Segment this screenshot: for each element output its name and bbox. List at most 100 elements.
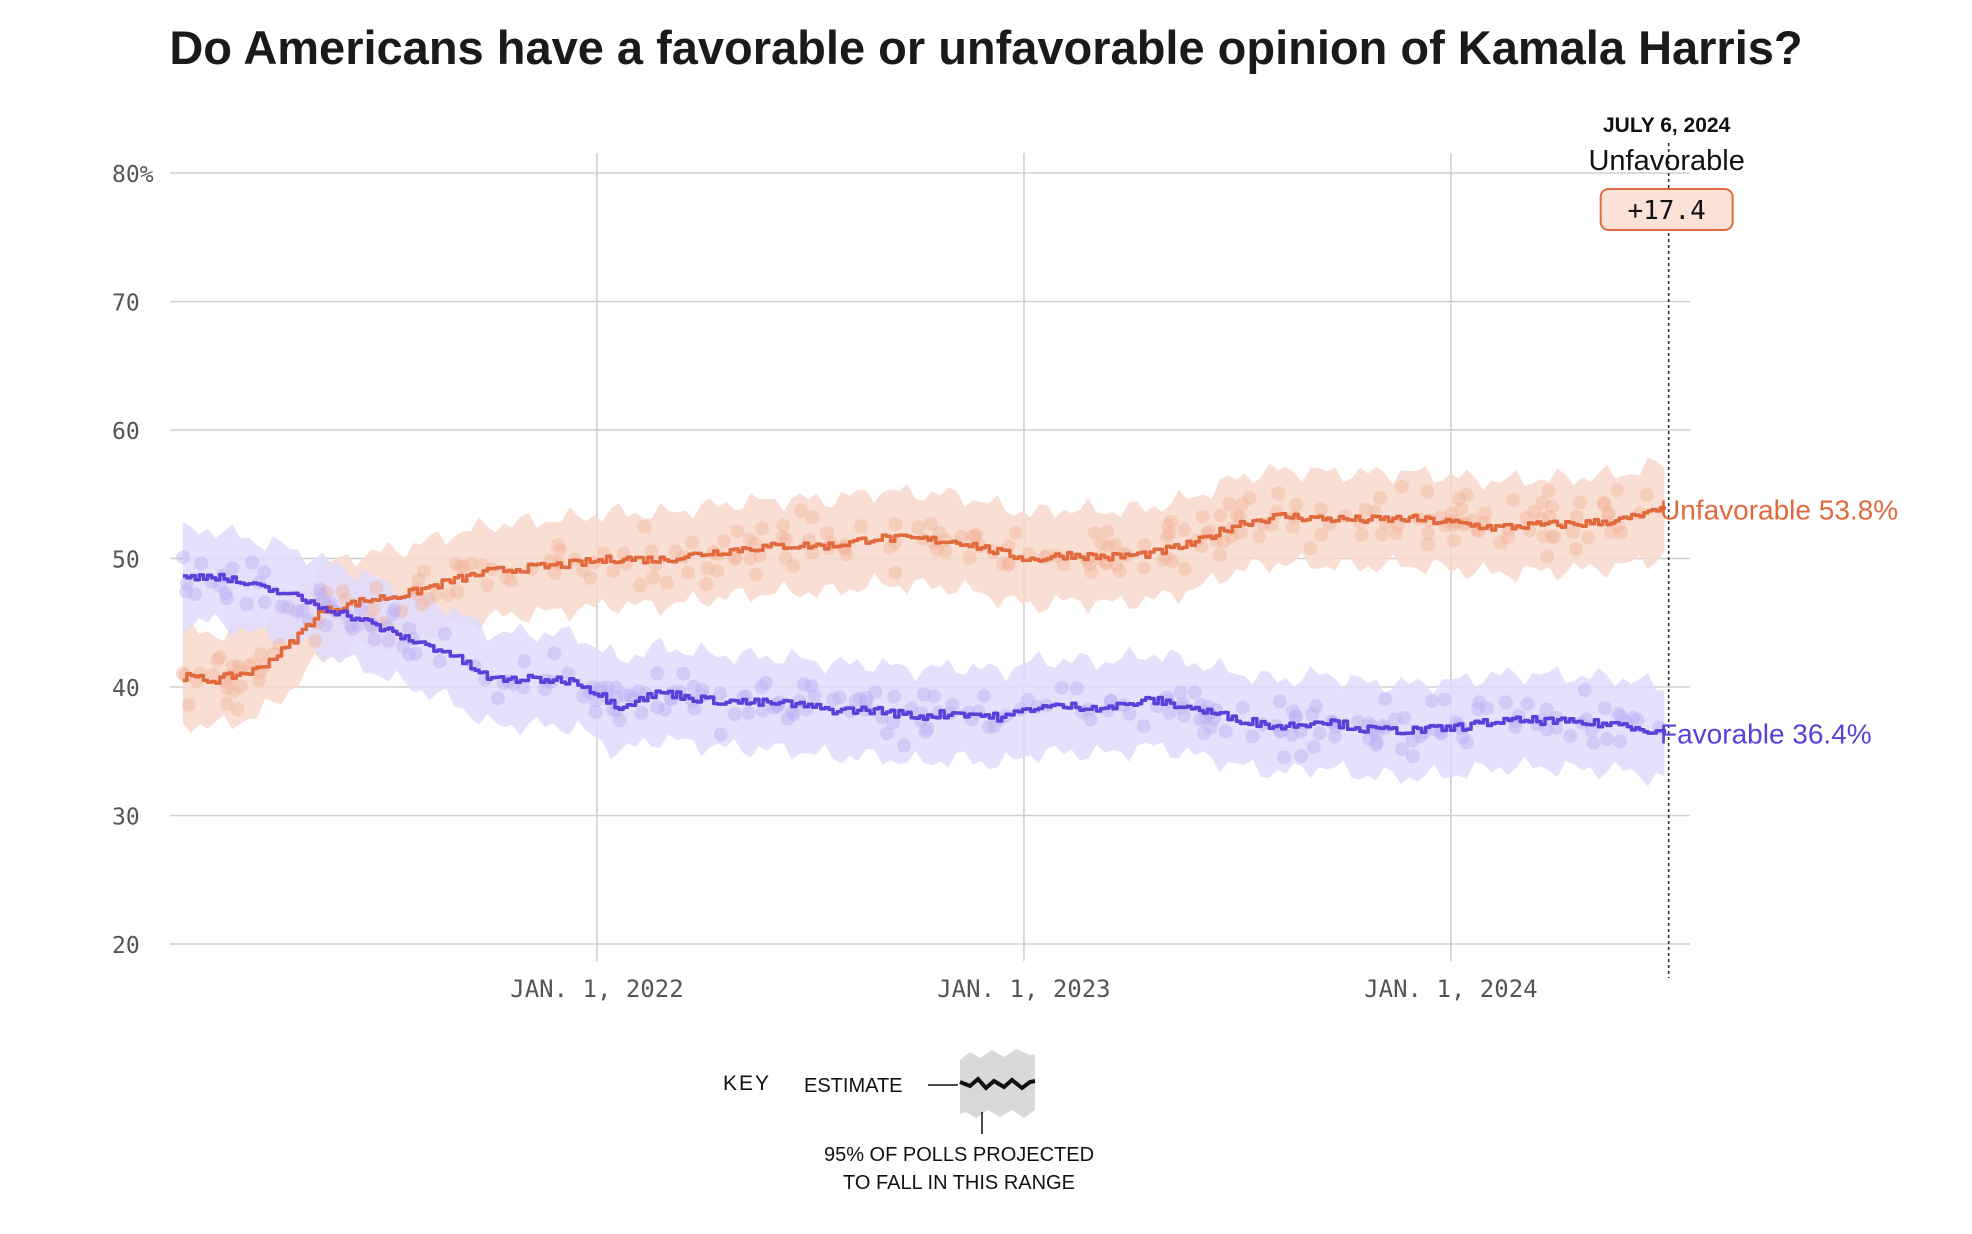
poll-dot-unfavorable <box>1544 499 1559 514</box>
poll-dot-unfavorable <box>728 551 743 566</box>
poll-dot-favorable <box>868 685 883 700</box>
poll-dot-unfavorable <box>226 684 241 698</box>
poll-dot-favorable <box>807 689 822 703</box>
poll-dot-unfavorable <box>411 573 426 588</box>
poll-dot-favorable <box>786 707 801 722</box>
key-legend: KEY ESTIMATE 95% OF POLLS PROJECTED TO F… <box>723 1049 1094 1194</box>
poll-dot-unfavorable <box>1212 548 1227 563</box>
poll-dot-favorable <box>618 688 633 703</box>
poll-dot-favorable <box>1520 696 1535 711</box>
poll-dot-favorable <box>1294 749 1309 763</box>
poll-dot-favorable <box>796 677 811 692</box>
poll-dot-favorable <box>1069 681 1084 696</box>
poll-dot-favorable <box>1312 726 1327 741</box>
poll-dot-favorable <box>1406 749 1420 764</box>
poll-dot-unfavorable <box>1354 528 1369 543</box>
poll-dot-unfavorable <box>700 561 715 575</box>
poll-dot-unfavorable <box>463 557 478 571</box>
poll-dot-unfavorable <box>1233 525 1248 540</box>
poll-dot-favorable <box>916 687 931 702</box>
poll-dot-favorable <box>517 654 532 669</box>
poll-dot-favorable <box>1196 726 1211 741</box>
y-tick-label: 30 <box>112 805 140 831</box>
poll-dot-favorable <box>945 698 960 713</box>
poll-dot-unfavorable <box>778 550 793 565</box>
poll-dot-unfavorable <box>1541 483 1556 498</box>
poll-dot-unfavorable <box>1108 538 1123 553</box>
poll-dot-unfavorable <box>1544 529 1559 544</box>
poll-dot-unfavorable <box>819 525 834 540</box>
poll-dot-favorable <box>396 639 411 654</box>
poll-dot-favorable <box>316 592 331 607</box>
poll-dot-favorable <box>194 556 209 571</box>
poll-dot-unfavorable <box>219 681 234 696</box>
poll-dot-favorable <box>537 682 552 696</box>
poll-dot-unfavorable <box>1459 487 1474 502</box>
poll-dot-favorable <box>1437 692 1452 707</box>
poll-dot-favorable <box>1136 719 1151 734</box>
poll-dot-unfavorable <box>755 521 770 536</box>
poll-dot-unfavorable <box>1177 523 1191 537</box>
poll-dot-unfavorable <box>1444 506 1459 521</box>
y-tick-label: 60 <box>112 419 140 445</box>
poll-dot-unfavorable <box>1008 525 1023 540</box>
poll-dot-unfavorable <box>335 584 350 599</box>
poll-dot-favorable <box>179 576 194 591</box>
poll-dot-favorable <box>1611 706 1626 721</box>
poll-dot-favorable <box>213 578 227 593</box>
poll-dot-unfavorable <box>421 591 436 606</box>
poll-dot-unfavorable <box>1388 526 1403 541</box>
poll-dot-favorable <box>1198 710 1213 725</box>
poll-dot-favorable <box>313 587 328 602</box>
poll-dot-unfavorable <box>775 529 790 544</box>
poll-dot-unfavorable <box>710 564 725 579</box>
poll-dot-favorable <box>859 694 874 709</box>
poll-dot-favorable <box>1387 712 1402 727</box>
poll-dot-unfavorable <box>1195 509 1210 524</box>
poll-dot-favorable <box>1162 705 1177 720</box>
poll-dot-unfavorable <box>637 519 652 534</box>
poll-dot-unfavorable <box>730 524 745 539</box>
poll-dot-favorable <box>218 586 233 601</box>
poll-dot-favorable <box>408 646 423 661</box>
poll-dot-favorable <box>1286 704 1301 719</box>
poll-dot-favorable <box>1276 750 1291 765</box>
poll-dot-favorable <box>1305 707 1320 722</box>
poll-dot-favorable <box>1577 683 1592 698</box>
poll-dot-favorable <box>318 618 333 633</box>
poll-dot-unfavorable <box>1289 497 1304 512</box>
x-tick-label: JAN. 1, 2023 <box>937 975 1110 1003</box>
poll-dot-favorable <box>713 727 728 742</box>
poll-dot-favorable <box>547 646 562 661</box>
poll-dot-favorable <box>1405 733 1420 748</box>
poll-dot-unfavorable <box>1374 527 1389 542</box>
end-label-unfavorable: Unfavorable 53.8% <box>1660 495 1898 526</box>
poll-dot-favorable <box>918 724 933 739</box>
poll-dot-favorable <box>176 550 191 565</box>
poll-dot-favorable <box>1584 723 1599 738</box>
poll-dot-favorable <box>756 703 770 718</box>
y-tick-label: 80% <box>112 162 154 188</box>
poll-dot-unfavorable <box>428 588 443 602</box>
poll-dot-favorable <box>859 690 874 705</box>
poll-dot-unfavorable <box>1252 529 1267 544</box>
poll-dot-favorable <box>1630 712 1645 727</box>
poll-dot-unfavorable <box>854 519 869 534</box>
poll-dot-unfavorable <box>1569 510 1584 525</box>
poll-dot-favorable <box>576 689 591 704</box>
poll-dot-unfavorable <box>1100 524 1115 539</box>
poll-dot-unfavorable <box>1286 519 1300 534</box>
poll-dot-favorable <box>623 688 638 703</box>
band-favorable <box>182 521 1665 787</box>
poll-dot-unfavorable <box>1452 491 1466 506</box>
poll-dot-favorable <box>1285 727 1300 742</box>
poll-dot-favorable <box>1378 692 1392 707</box>
poll-dot-favorable <box>879 726 894 741</box>
poll-dot-unfavorable <box>308 633 322 648</box>
poll-dot-unfavorable <box>1216 534 1231 549</box>
poll-dot-unfavorable <box>1160 529 1174 544</box>
poll-dot-favorable <box>225 561 240 576</box>
poll-dot-favorable <box>1508 720 1523 735</box>
poll-dot-unfavorable <box>742 532 757 547</box>
poll-dot-favorable <box>386 607 401 622</box>
